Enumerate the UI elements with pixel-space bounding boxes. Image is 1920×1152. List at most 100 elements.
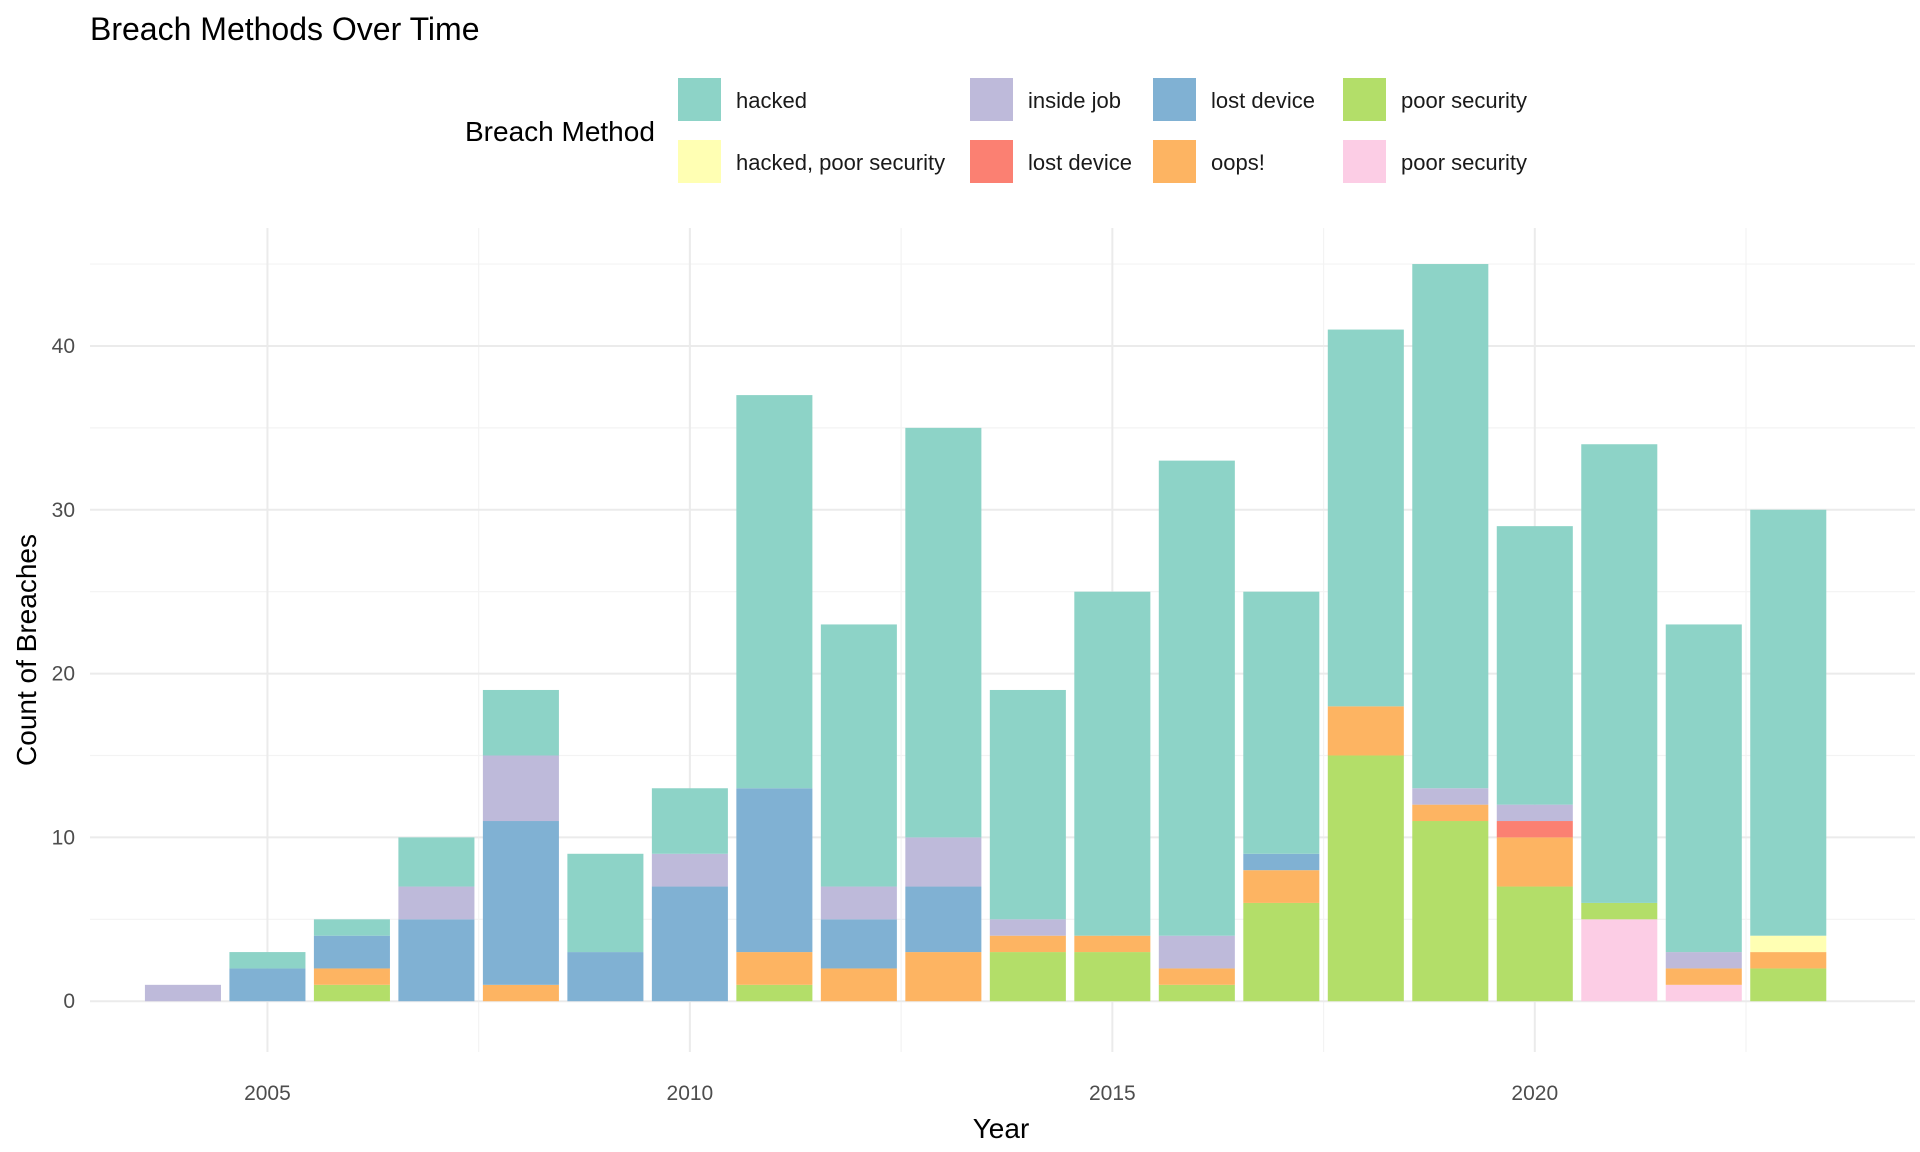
bar-segment-inside-job-2022: [1665, 952, 1742, 969]
y-axis-title: Count of Breaches: [11, 534, 42, 766]
bar-segment-lost-device-2010: [651, 886, 728, 1002]
y-tick-label: 20: [52, 663, 75, 686]
bar-segment-inside-job-2013: [905, 837, 982, 887]
x-tick-label: 2020: [1511, 1082, 1558, 1105]
bar-segment-hacked-2006: [313, 919, 390, 936]
y-tick-label: 40: [52, 335, 75, 358]
legend-swatch: [1153, 78, 1196, 121]
bar-segment-oops-2020: [1496, 837, 1573, 887]
legend-swatch: [1153, 140, 1196, 183]
bar-segment-oops-2011: [736, 952, 813, 985]
bar-segment-lost-device-2011: [736, 788, 813, 953]
bar-segment-oops-2015: [1074, 935, 1151, 953]
bar-segment-hacked-2013: [905, 427, 982, 838]
bar-segment-oops-2023: [1750, 952, 1827, 969]
bar-segment-lost-device-2017: [1243, 853, 1320, 871]
legend-item-hacked-poor-security: hacked, poor security: [678, 140, 945, 183]
bar-segment-poor-security-2019: [1412, 821, 1489, 1002]
x-tick-label: 2015: [1089, 1082, 1136, 1105]
bar-segment-hacked-2016: [1158, 460, 1235, 936]
x-tick-label: 2005: [244, 1082, 291, 1105]
bar-segment-poor-security-2020: [1496, 886, 1573, 1002]
bar-segment-inside-job-2007: [398, 886, 475, 920]
legend-label: oops!: [1211, 150, 1265, 175]
legend-label: lost device: [1211, 88, 1315, 113]
bar-segment-poor-security-2-2022: [1665, 984, 1742, 1002]
bar-segment-poor-security-2023: [1750, 968, 1827, 1002]
bar-segment-hacked-2023: [1750, 509, 1827, 936]
bar-segment-inside-job-2008: [482, 755, 559, 822]
legend-item-poor-security: poor security: [1343, 78, 1527, 121]
bar-segment-hacked-2007: [398, 837, 475, 887]
bar-segment-oops-2014: [989, 935, 1066, 953]
bar-segment-hacked-2008: [482, 689, 559, 756]
bar-segment-poor-security-2006: [313, 984, 390, 1002]
bar-segment-lost-device-2006: [313, 935, 390, 969]
bar-segment-lost-device-2012: [820, 919, 897, 969]
chart-title: Breach Methods Over Time: [90, 11, 479, 47]
legend-swatch: [1343, 78, 1386, 121]
bar-segment-inside-job-2012: [820, 886, 897, 920]
legend-item-lost-device: lost device: [1153, 78, 1315, 121]
bar-segment-poor-security-2011: [736, 984, 813, 1002]
legend-label: hacked: [736, 88, 807, 113]
bar-segment-hacked-2009: [567, 853, 644, 953]
bar-segment-hacked-2015: [1074, 591, 1151, 936]
bar-segment-hacked-2005: [229, 952, 306, 969]
bar-segment-oops-2013: [905, 952, 982, 1002]
bar-segment-hacked-2011: [736, 395, 813, 789]
bar-segment-hacked-2022: [1665, 624, 1742, 953]
y-tick-label: 10: [52, 826, 75, 849]
x-axis-title: Year: [973, 1113, 1030, 1144]
bar-segment-poor-security-2014: [989, 952, 1066, 1002]
bar-segment-poor-security-2021: [1581, 902, 1658, 920]
bar-segment-hacked-2014: [989, 689, 1066, 920]
bar-segment-inside-job-2010: [651, 853, 728, 887]
legend-label: inside job: [1028, 88, 1121, 113]
bar-segment-inside-job-2016: [1158, 935, 1235, 969]
bar-segment-lost-device-2007: [398, 919, 475, 1002]
bar-segment-hacked-2017: [1243, 591, 1320, 854]
legend-item-inside-job: inside job: [970, 78, 1121, 121]
legend-swatch: [970, 140, 1013, 183]
legend-title: Breach Method: [465, 116, 655, 147]
bar-segment-lost-device-2013: [905, 886, 982, 953]
bar-segment-hacked-2021: [1581, 444, 1658, 903]
bar-segment-inside-job-2004: [144, 984, 221, 1002]
legend-swatch: [970, 78, 1013, 121]
legend-label: lost device: [1028, 150, 1132, 175]
bar-segment-oops-2017: [1243, 870, 1320, 903]
bar-segment-poor-security-2018: [1327, 755, 1404, 1002]
bar-segment-oops-2022: [1665, 968, 1742, 985]
bar-segment-poor-security-2015: [1074, 952, 1151, 1002]
bar-segment-inside-job-2019: [1412, 788, 1489, 805]
legend-swatch: [678, 140, 721, 183]
legend-item-hacked: hacked: [678, 78, 807, 121]
y-tick-labels: 0 10 20 30 40: [52, 335, 75, 1013]
legend-swatch: [1343, 140, 1386, 183]
bar-segment-hacked-2012: [820, 624, 897, 887]
bar-segment-lost-device-2009: [567, 952, 644, 1002]
bar-segment-oops-2018: [1327, 706, 1404, 756]
bar-segment-oops-2006: [313, 968, 390, 985]
bar-segment-hacked-2010: [651, 788, 728, 854]
bar-segment-hacked-2020: [1496, 526, 1573, 805]
legend-item-poor-security-2: poor security: [1343, 140, 1527, 183]
bar-segment-oops-2008: [482, 984, 559, 1002]
x-tick-labels: 2005 2010 2015 2020: [244, 1082, 1558, 1105]
bar-segment-oops-2016: [1158, 968, 1235, 985]
x-tick-label: 2010: [667, 1082, 714, 1105]
bar-segment-oops-2019: [1412, 804, 1489, 822]
y-tick-label: 30: [52, 499, 75, 522]
bar-segment-poor-security-2017: [1243, 902, 1320, 1002]
legend-label: poor security: [1401, 150, 1527, 175]
bar-segment-poor-security-2-2021: [1581, 919, 1658, 1002]
legend: Breach Method hacked inside job lost devic…: [465, 78, 1527, 183]
bar-segment-hacked-poor-security-2023: [1750, 935, 1827, 953]
bar-segment-inside-job-2014: [989, 919, 1066, 936]
legend-swatch: [678, 78, 721, 121]
bar-segment-lost-device-2-2020: [1496, 821, 1573, 838]
bar-segment-hacked-2019: [1412, 264, 1489, 789]
bar-segment-oops-2012: [820, 968, 897, 1002]
